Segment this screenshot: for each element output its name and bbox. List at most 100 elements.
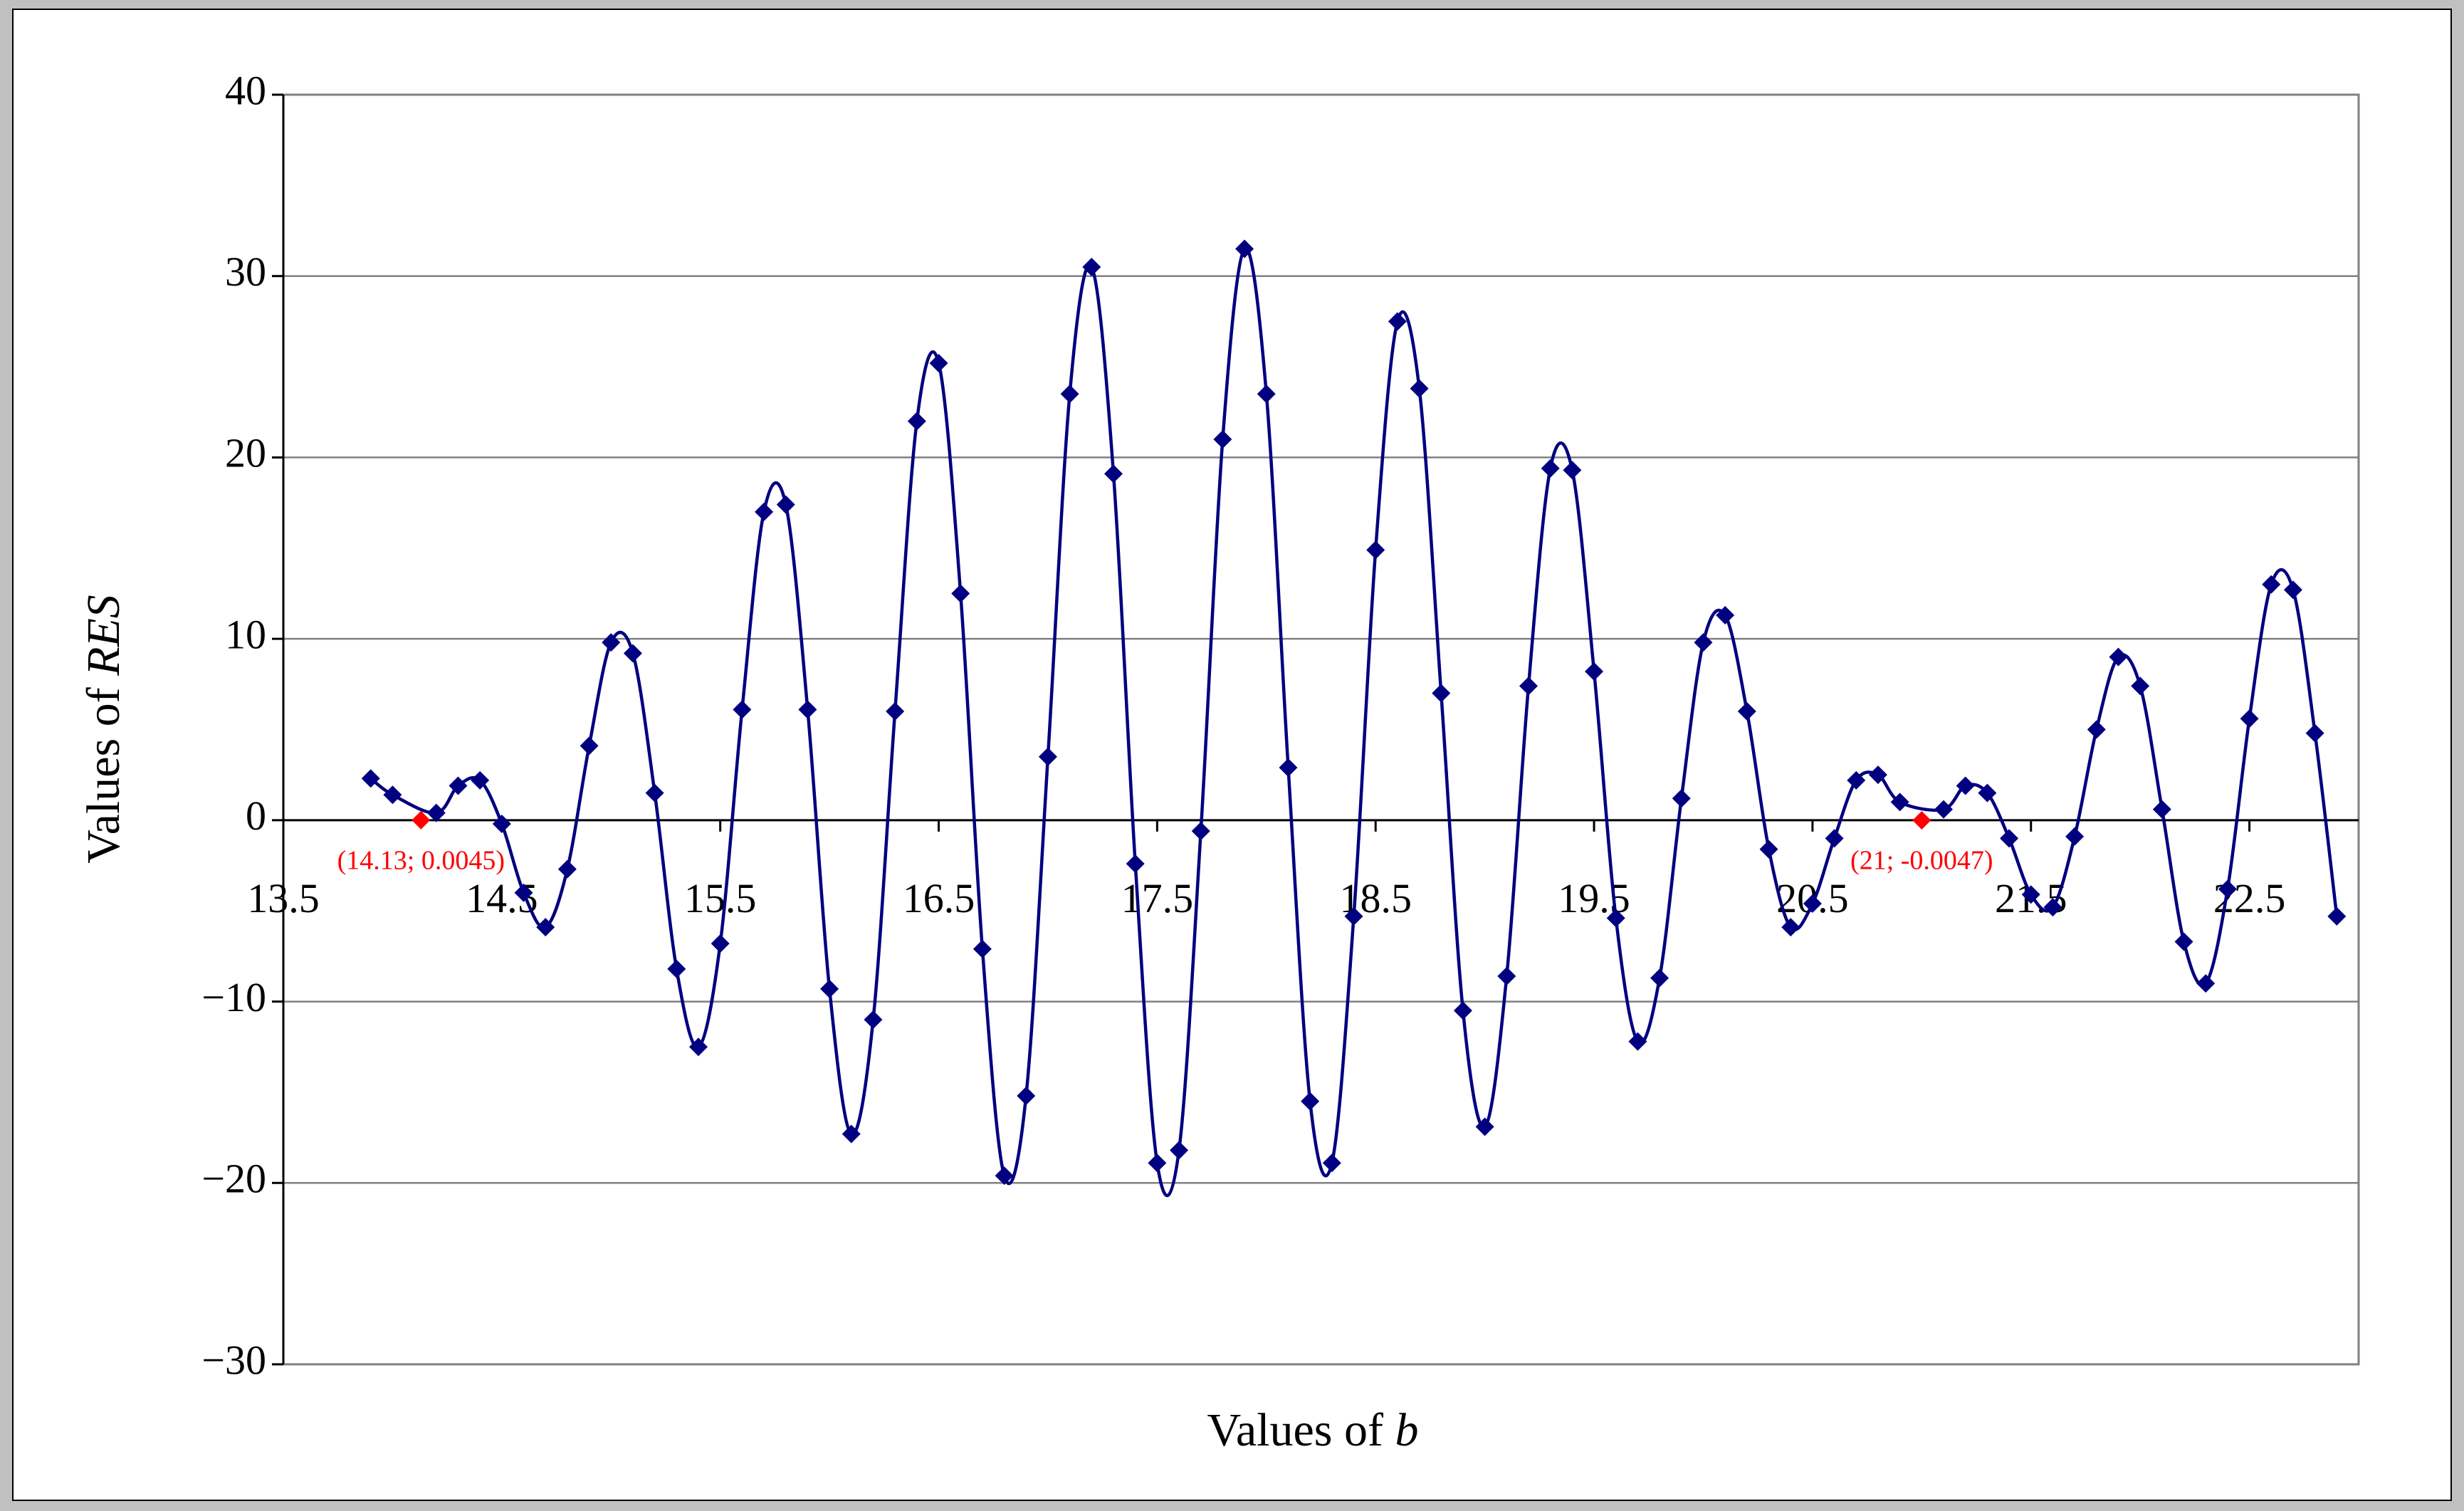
data-point	[733, 700, 752, 719]
data-point	[2152, 800, 2171, 819]
data-point	[1497, 966, 1516, 985]
data-point	[1279, 758, 1298, 777]
data-point	[411, 810, 431, 830]
data-point	[1716, 606, 1735, 625]
data-point	[1388, 312, 1407, 331]
data-point	[798, 700, 817, 719]
y-tick-label: −30	[201, 1337, 266, 1383]
data-point	[1038, 747, 1057, 766]
y-tick-label: 30	[225, 249, 266, 295]
data-point	[1301, 1092, 1320, 1111]
data-point	[1759, 840, 1778, 859]
data-point	[2218, 879, 2237, 899]
data-point	[536, 918, 555, 937]
data-point	[1235, 239, 1254, 258]
data-point	[1344, 906, 1363, 926]
data-point	[973, 939, 992, 958]
data-point	[1148, 1154, 1167, 1173]
plot-area	[282, 93, 2360, 1366]
data-point	[995, 1166, 1014, 1186]
data-point	[711, 934, 730, 953]
data-point	[2109, 647, 2128, 666]
data-point	[1825, 829, 1844, 848]
data-point	[886, 702, 905, 721]
data-point	[426, 803, 446, 822]
data-point	[1956, 776, 1975, 795]
data-point	[1366, 540, 1385, 560]
data-point	[2065, 827, 2085, 846]
x-axis-title-text: Values of	[1207, 1404, 1395, 1456]
data-point	[1191, 822, 1210, 841]
data-point	[361, 769, 380, 788]
data-point	[1257, 385, 1276, 404]
data-point	[1432, 684, 1451, 703]
data-point	[1847, 770, 1866, 790]
data-point	[2240, 709, 2259, 728]
data-point	[1585, 662, 1604, 681]
data-point	[1803, 894, 1822, 914]
data-point	[1126, 854, 1145, 873]
data-point	[557, 859, 577, 879]
data-point	[1104, 464, 1123, 483]
data-point	[1475, 1117, 1494, 1136]
y-tick-label: 10	[225, 611, 266, 657]
data-point	[1410, 379, 1429, 398]
data-point	[2327, 906, 2347, 926]
data-point	[449, 776, 468, 795]
x-tick-label: 16.5	[903, 875, 975, 921]
data-point	[1453, 1001, 1472, 1020]
data-point	[667, 959, 686, 978]
data-point	[755, 502, 774, 521]
data-point	[1519, 676, 1538, 696]
x-tick-label: 17.5	[1121, 875, 1194, 921]
y-tick-label: −10	[201, 974, 266, 1020]
data-point	[645, 783, 664, 802]
data-point	[2000, 829, 2019, 848]
data-point	[602, 633, 621, 652]
data-point	[1213, 429, 1232, 449]
data-point	[1606, 909, 1625, 928]
data-point	[2283, 580, 2302, 600]
data-point	[623, 644, 642, 663]
data-label: (21; -0.0047)	[1850, 846, 1993, 876]
data-point	[383, 785, 402, 805]
data-point	[514, 883, 533, 902]
data-point	[1082, 257, 1101, 276]
data-point	[1934, 800, 1953, 819]
data-point	[2174, 932, 2193, 951]
y-axis-title-var: RES	[78, 595, 130, 676]
data-point	[951, 584, 970, 603]
data-point	[1672, 789, 1691, 808]
y-tick-label: 40	[225, 67, 266, 113]
data-point	[2196, 974, 2216, 993]
x-tick-label: 15.5	[684, 875, 757, 921]
data-point	[1781, 918, 1800, 937]
x-tick-label: 13.5	[247, 875, 320, 921]
y-tick-label: 20	[225, 430, 266, 476]
data-point	[1563, 461, 1582, 480]
data-point	[820, 979, 839, 998]
data-point	[2131, 676, 2150, 696]
data-point	[1628, 1032, 1647, 1051]
data-point	[1060, 385, 1079, 404]
x-axis-title-var: b	[1395, 1404, 1418, 1456]
y-axis-title-text: Values of	[78, 676, 130, 864]
data-point	[864, 1010, 883, 1030]
data-point	[929, 353, 948, 372]
data-point	[1912, 810, 1931, 830]
data-point	[776, 495, 795, 514]
data-point	[1170, 1141, 1189, 1160]
data-point	[580, 736, 599, 756]
data-point	[2087, 720, 2106, 739]
data-point	[2043, 898, 2062, 917]
data-point	[907, 412, 926, 431]
data-point	[471, 770, 490, 790]
data-point	[1322, 1154, 1341, 1173]
data-point	[1017, 1087, 1036, 1106]
data-point	[1650, 968, 1669, 988]
data-point	[1694, 633, 1713, 652]
data-point	[2021, 885, 2040, 904]
data-point	[492, 814, 511, 833]
data-point	[2262, 575, 2281, 594]
data-label: (14.13; 0.0045)	[337, 845, 505, 875]
